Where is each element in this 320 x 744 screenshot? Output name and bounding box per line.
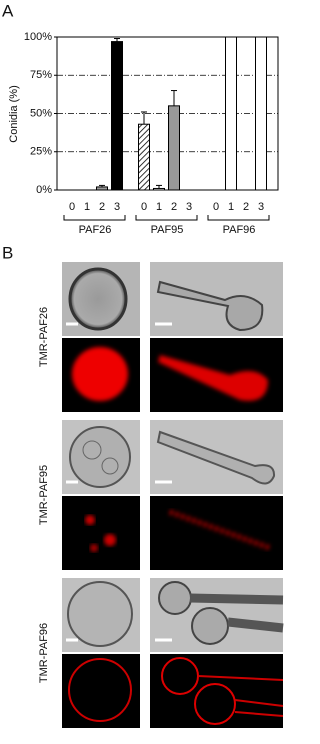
x-tick-label: 0: [141, 201, 147, 213]
group-label: PAF26: [79, 224, 112, 236]
row-label: TMR-PAF26: [38, 307, 50, 367]
group-label: PAF96: [223, 224, 256, 236]
x-tick-label: 2: [171, 201, 177, 213]
y-tick-label: 100%: [24, 31, 52, 43]
x-tick-label: 0: [213, 201, 219, 213]
x-tick-label: 1: [84, 201, 90, 213]
x-tick-label: 1: [156, 201, 162, 213]
bar: [168, 105, 180, 191]
group-bracket: [207, 215, 270, 221]
micrographs: [62, 262, 284, 728]
bar: [111, 41, 123, 191]
group-bracket: [63, 215, 126, 221]
x-tick-label: 3: [114, 201, 120, 213]
bar: [153, 187, 165, 191]
y-tick-label: 25%: [30, 146, 52, 158]
y-tick-label: 0%: [36, 184, 52, 196]
x-tick-label: 2: [99, 201, 105, 213]
bar: [225, 36, 237, 191]
plot-frame: [56, 36, 279, 191]
y-tick-label: 75%: [30, 69, 52, 81]
row-label: TMR-PAF95: [38, 465, 50, 525]
y-tick-label: 50%: [30, 107, 52, 119]
x-tick-label: 2: [243, 201, 249, 213]
bar: [255, 36, 267, 191]
group-label: PAF95: [151, 224, 184, 236]
row-label: TMR-PAF96: [38, 623, 50, 683]
x-tick-label: 1: [228, 201, 234, 213]
x-tick-label: 3: [258, 201, 264, 213]
page: {"panel_a": {"label": "A", "chart_data":…: [2, 1, 284, 728]
x-tick-label: 3: [186, 201, 192, 213]
x-tick-label: 0: [69, 201, 75, 213]
panel-label: B: [2, 243, 13, 262]
bar: [96, 186, 108, 191]
group-bracket: [135, 215, 198, 221]
panel-label: A: [2, 1, 14, 20]
y-axis-label: Conidia (%): [8, 85, 20, 142]
bar: [138, 123, 150, 191]
